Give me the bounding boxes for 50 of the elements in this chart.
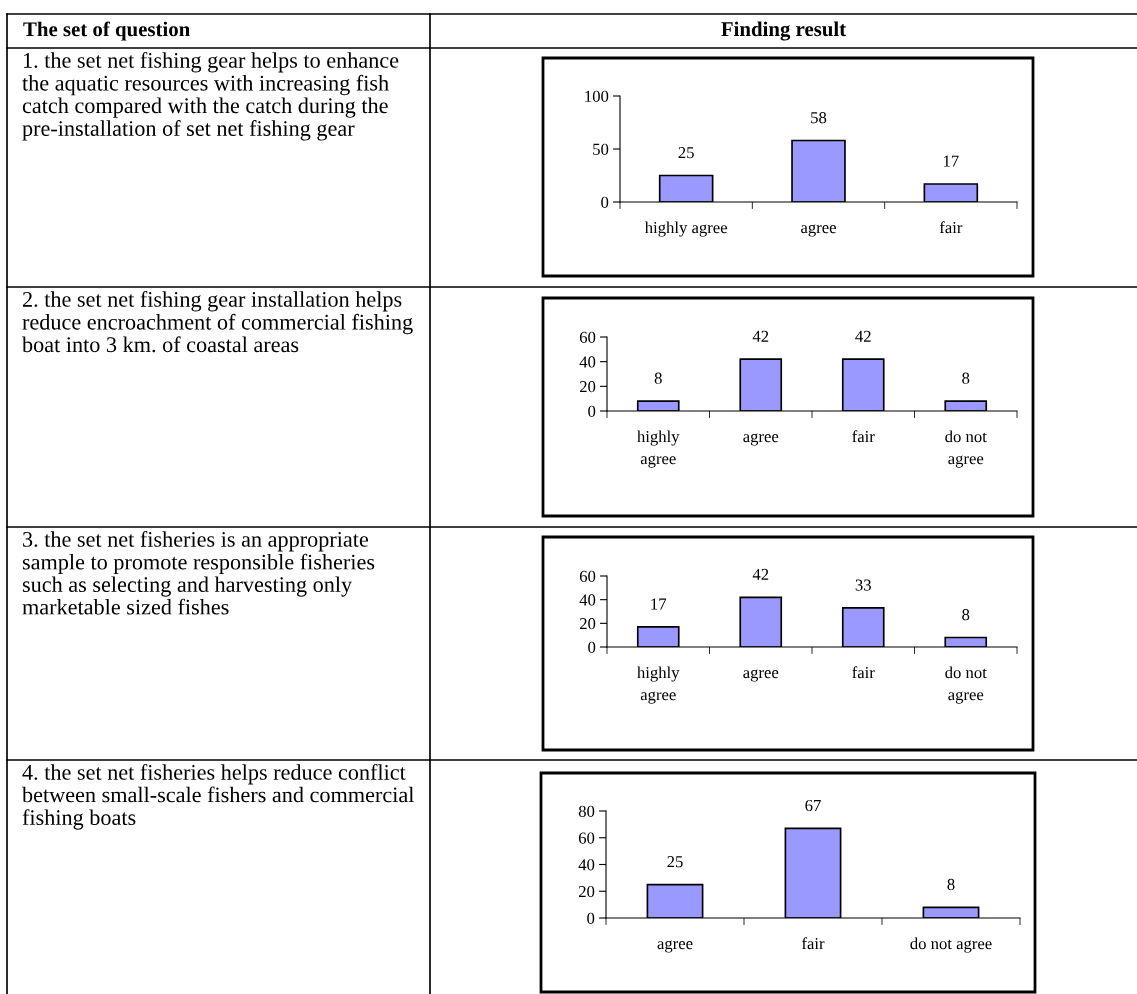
y-tick-label: 40 <box>579 594 596 606</box>
text: 4. the set net fisheries helps reduce conflict between small-scale fishers and commercial fishing boats <box>22 764 414 830</box>
x-tick-label: fair <box>852 666 875 679</box>
y-tick-label: 60 <box>579 331 596 343</box>
data-label: 8 <box>654 372 662 384</box>
x-tick-label: highly agree <box>637 430 680 468</box>
x-tick-label: agree <box>801 224 836 237</box>
y-tick-label: 0 <box>588 641 596 653</box>
data-label: 8 <box>962 372 970 384</box>
data-label: 58 <box>811 112 827 124</box>
data-label: 25 <box>667 856 683 868</box>
text: 2. the set net fishing gear installation helps reduce encroachment of commercial fishing boat into 3 km. of coastal areas <box>22 291 413 353</box>
text: Finding result <box>721 21 847 41</box>
y-tick-label: 0 <box>587 912 595 924</box>
data-label: 42 <box>752 568 769 580</box>
x-tick-label: fair <box>939 221 963 234</box>
y-tick-label: 100 <box>585 90 609 102</box>
y-tick-label: 0 <box>601 196 609 208</box>
text: 1. the set net fishing gear helps to enhance the aquatic resources with increasing fish catch compared with the catch during the pre-installation of set net fishing gear <box>22 52 399 141</box>
y-tick-label: 20 <box>578 885 595 898</box>
data-label: 25 <box>678 147 694 159</box>
y-tick-label: 80 <box>578 805 595 817</box>
y-tick-label: 20 <box>579 381 596 393</box>
data-label: 67 <box>805 799 821 812</box>
y-tick-label: 40 <box>579 356 596 368</box>
y-tick-label: 60 <box>578 832 595 844</box>
y-tick-label: 50 <box>593 143 609 155</box>
x-tick-label: do not agree <box>910 937 992 953</box>
x-tick-label: fair <box>852 430 875 443</box>
x-tick-label: agree <box>743 433 779 446</box>
x-tick-label: agree <box>657 940 693 953</box>
y-tick-label: 20 <box>579 618 596 630</box>
data-label: 8 <box>947 878 955 891</box>
data-label: 17 <box>943 155 959 167</box>
y-tick-label: 60 <box>579 570 596 582</box>
data-label: 33 <box>855 579 871 591</box>
x-tick-label: do not agree <box>945 430 987 468</box>
x-tick-label: highly agree <box>644 221 728 237</box>
x-tick-label: fair <box>801 937 825 950</box>
y-tick-label: 40 <box>578 859 595 871</box>
data-label: 8 <box>962 609 970 621</box>
x-tick-label: highly agree <box>637 666 680 704</box>
data-label: 42 <box>855 330 871 342</box>
x-tick-label: do not agree <box>945 666 987 704</box>
text: 3. the set net fisheries is an appropriate sample to promote responsible fisheries such as selecting and harvesting only marketable sized fishes <box>22 531 375 615</box>
text: The set of question <box>23 21 190 41</box>
y-tick-label: 0 <box>588 405 596 417</box>
data-label: 17 <box>651 598 667 610</box>
data-label: 42 <box>752 330 769 342</box>
x-tick-label: agree <box>743 669 779 682</box>
